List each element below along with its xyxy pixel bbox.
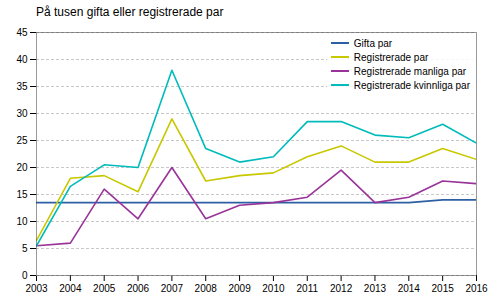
svg-text:2005: 2005 <box>93 283 116 294</box>
svg-text:2010: 2010 <box>262 283 285 294</box>
html-text:Registrerade manliga par: Registrerade manliga par <box>353 65 467 77</box>
html-text:På tusen gifta eller registrer: På tusen gifta eller registrerade par <box>36 5 224 19</box>
svg-text:45: 45 <box>16 27 28 38</box>
svg-text:2007: 2007 <box>161 283 184 294</box>
svg-text:2016: 2016 <box>465 283 488 294</box>
svg-text:0: 0 <box>22 270 28 281</box>
svg-text:2014: 2014 <box>398 283 421 294</box>
svg-text:5: 5 <box>22 243 28 254</box>
svg-text:2011: 2011 <box>297 283 319 294</box>
svg-text:15: 15 <box>16 189 28 200</box>
svg-text:2013: 2013 <box>364 283 387 294</box>
svg-text:2006: 2006 <box>127 283 150 294</box>
svg-text:2008: 2008 <box>195 283 218 294</box>
svg-text:40: 40 <box>16 54 28 65</box>
svg-text:2012: 2012 <box>330 283 353 294</box>
html-text:Registrerade par: Registrerade par <box>353 51 429 63</box>
svg-text:2003: 2003 <box>25 283 48 294</box>
svg-text:2009: 2009 <box>228 283 251 294</box>
svg-text:10: 10 <box>16 216 28 227</box>
svg-text:2004: 2004 <box>59 283 82 294</box>
svg-text:2015: 2015 <box>432 283 455 294</box>
svg-text:30: 30 <box>16 108 28 119</box>
svg-text:25: 25 <box>16 135 28 146</box>
svg-text:20: 20 <box>16 162 28 173</box>
html-text:Registrerade kvinnliga par: Registrerade kvinnliga par <box>353 79 470 91</box>
svg-text:35: 35 <box>16 81 28 92</box>
html-text:Gifta par: Gifta par <box>353 37 393 49</box>
